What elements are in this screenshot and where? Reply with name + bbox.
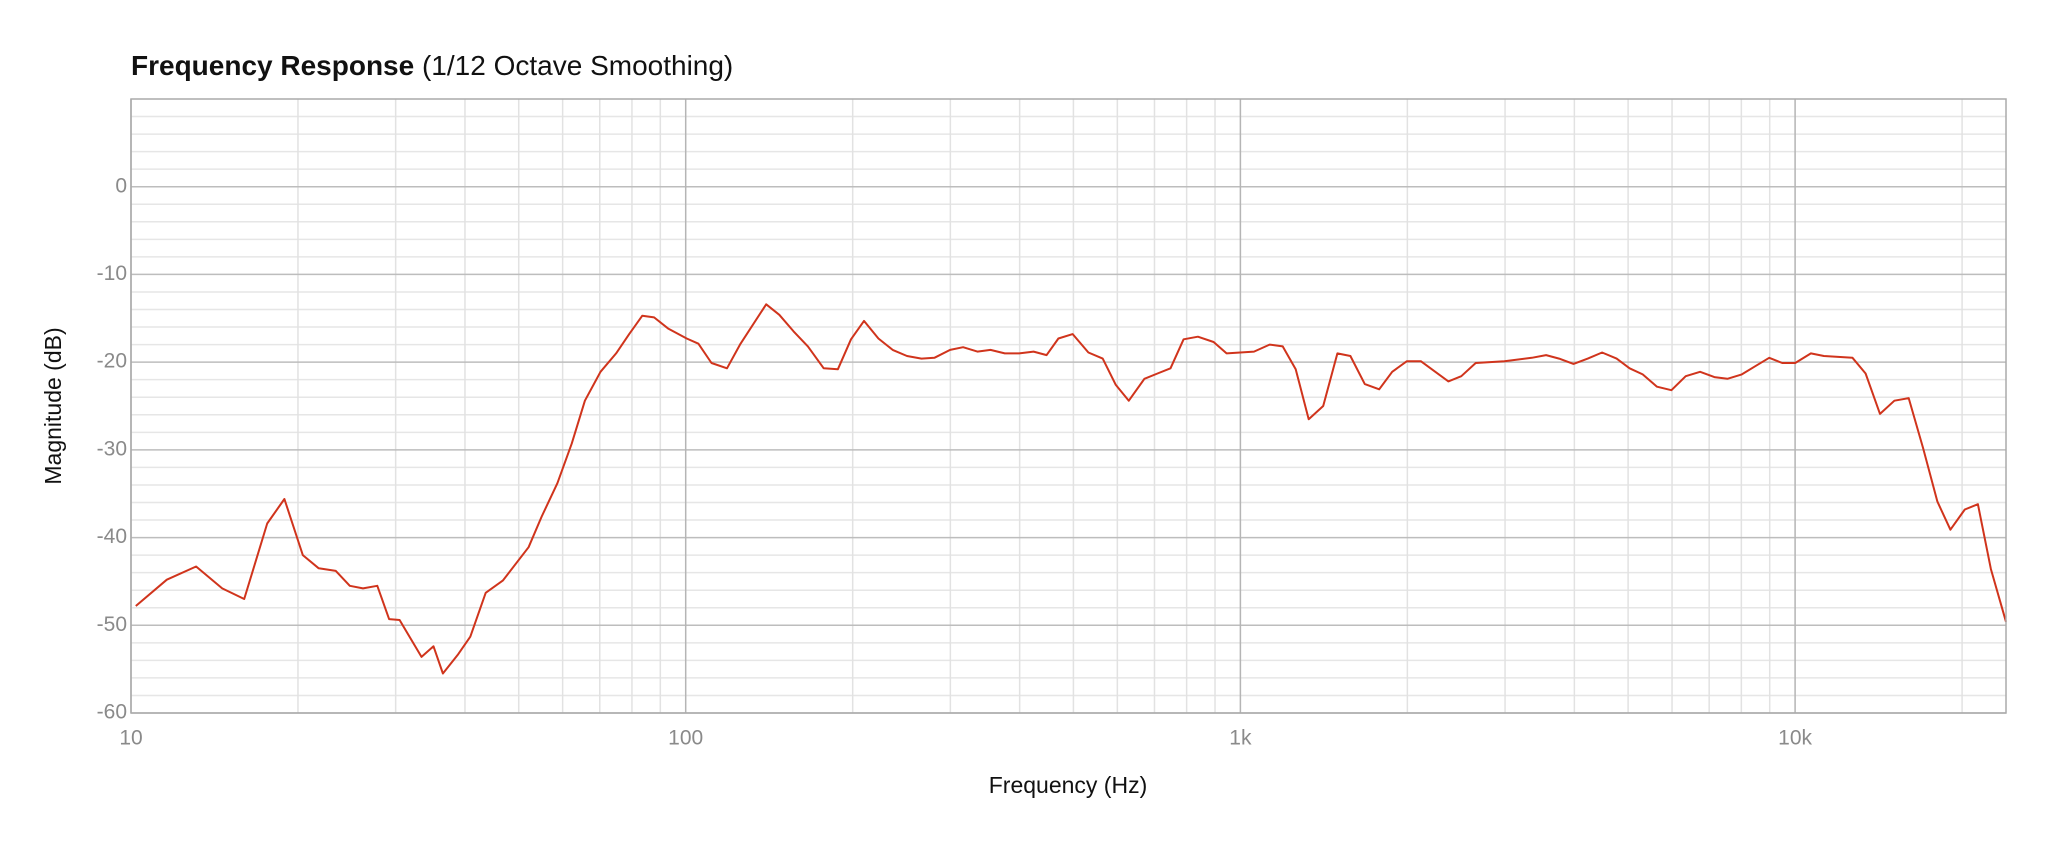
y-tick-label: -10 [97,262,127,285]
plot-frame [130,98,2007,714]
response-line [135,303,2007,675]
x-tick-label: 100 [668,727,703,750]
chart-subtitle: (1/12 Octave Smoothing) [422,50,733,81]
y-tick-label: -50 [97,613,127,636]
y-tick-label: 0 [115,174,127,197]
y-tick-label: -40 [97,525,127,548]
y-tick-label: -20 [97,350,127,373]
x-tick-label: 10 [119,727,142,750]
x-tick-label: 10k [1778,727,1812,750]
grid [130,99,2006,714]
plot [135,303,2007,675]
x-tick-label: 1k [1229,727,1252,750]
y-tick-label: -30 [97,437,127,460]
chart-title-line: Frequency Response (1/12 Octave Smoothin… [131,50,733,81]
chart-title: Frequency Response [131,50,414,81]
y-axis-label: Magnitude (dB) [40,327,66,484]
x-axis-label: Frequency (Hz) [989,772,1147,798]
y-tick-label: -60 [97,701,127,724]
